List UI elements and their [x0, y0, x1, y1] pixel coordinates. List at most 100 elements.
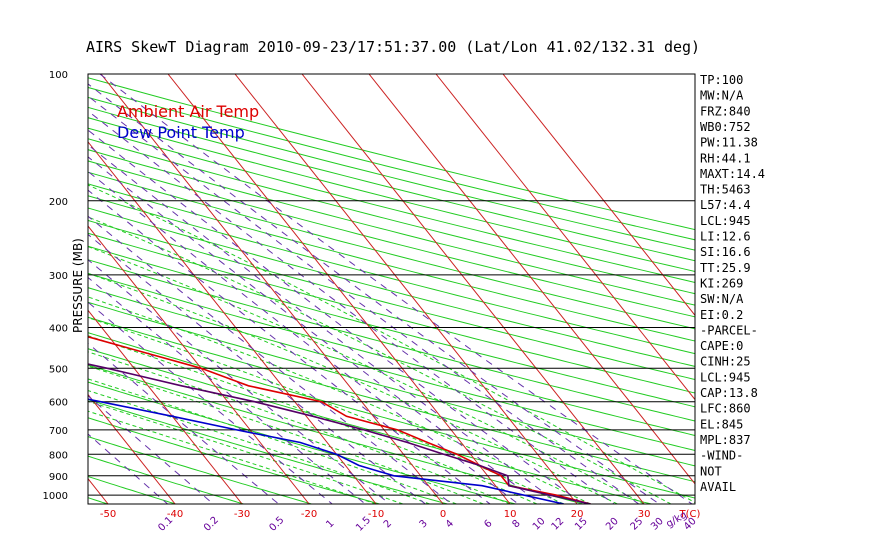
- stability-index-item: MAXT:14.4: [700, 167, 765, 181]
- stability-index-item: CAP:13.8: [700, 386, 758, 400]
- mixing-ratio-label: 20: [604, 516, 621, 533]
- stability-index-item: PW:11.38: [700, 136, 758, 150]
- mixing-ratio-line: [88, 342, 280, 504]
- pressure-tick-label: 800: [49, 450, 68, 461]
- pressure-tick-label: 700: [49, 426, 68, 437]
- dry-adiabat-line: [88, 417, 380, 504]
- chart-title: AIRS SkewT Diagram 2010-09-23/17:51:37.0…: [86, 38, 700, 56]
- stability-index-item: LCL:945: [700, 370, 751, 384]
- mixing-ratio-line: [88, 95, 640, 504]
- stability-index-item: TP:100: [700, 73, 743, 87]
- mixing-ratio-label: 4: [444, 518, 456, 530]
- bottom-temperature-tick: -30: [234, 509, 250, 520]
- dry-adiabat-line: [88, 301, 695, 467]
- dry-adiabat-line: [88, 149, 695, 306]
- isotherm-line: [502, 74, 695, 317]
- y-axis-label: PRESSURE (MB): [71, 238, 85, 333]
- stability-index-item: SI:16.6: [700, 245, 751, 259]
- mixing-ratio-label: 3: [418, 518, 430, 530]
- mixing-ratio-label: 2: [382, 518, 394, 530]
- dry-adiabat-line: [88, 183, 695, 342]
- mixing-ratio-line: [88, 110, 615, 504]
- bottom-temperature-tick: 0: [440, 509, 446, 520]
- pressure-tick-label: 900: [49, 472, 68, 483]
- isotherm-line: [100, 74, 444, 504]
- dry-adiabat-line: [88, 195, 695, 355]
- bottom-temperature-tick: -20: [301, 509, 317, 520]
- isotherm-line: [88, 309, 243, 504]
- stability-index-item: TH:5463: [700, 183, 751, 197]
- isotherm-line: [234, 74, 578, 504]
- bottom-temperature-tick: 30: [638, 509, 651, 520]
- mixing-ratio-label: 6: [482, 518, 494, 530]
- mixing-ratio-label: 12: [550, 516, 567, 533]
- bottom-temperature-tick: -50: [100, 509, 116, 520]
- stability-index-item: CAPE:0: [700, 339, 743, 353]
- isotherm-line: [301, 74, 645, 504]
- stability-index-item: LFC:860: [700, 402, 751, 416]
- bottom-temperature-tick: -10: [368, 509, 384, 520]
- parcel-line: [88, 363, 591, 504]
- dry-adiabat-line: [88, 436, 312, 504]
- mixing-ratio-label: 8: [510, 518, 522, 530]
- stability-index-item: LI:12.6: [700, 230, 751, 244]
- dry-adiabat-line: [88, 106, 695, 262]
- mixing-ratio-line: [88, 395, 214, 504]
- mixing-ratio-line: [88, 189, 491, 504]
- mixing-ratio-line: [88, 129, 584, 504]
- dry-adiabat-line: [88, 287, 695, 451]
- temperature-unit-label: T(C): [679, 509, 701, 520]
- dry-adiabat-line: [88, 364, 584, 504]
- dry-adiabat-line: [88, 127, 695, 283]
- mixing-ratio-line: [88, 215, 453, 504]
- stability-index-item: CINH:25: [700, 355, 751, 369]
- dry-adiabat-line: [88, 232, 695, 394]
- plot-frame: [87, 73, 696, 505]
- mixing-ratio-line: [88, 276, 366, 504]
- mixing-ratio-line: [88, 144, 561, 504]
- dry-adiabat-line: [88, 399, 448, 504]
- pressure-tick-label: 400: [49, 324, 68, 335]
- pressure-tick-label: 500: [49, 364, 68, 375]
- legend-ambient-air-temp: Ambient Air Temp: [117, 102, 259, 121]
- stability-index-item: FRZ:840: [700, 104, 751, 118]
- mixing-ratio-label: 10: [531, 516, 548, 533]
- dry-adiabat-line: [88, 332, 695, 499]
- mixing-ratio-label: 0.2: [202, 515, 221, 534]
- dry-adiabat-line: [88, 455, 244, 504]
- stability-index-item: SW:N/A: [700, 292, 744, 306]
- stability-index-item: L57:4.4: [700, 198, 751, 212]
- stability-index-item: -PARCEL-: [700, 323, 758, 337]
- stability-index-item: EI:0.2: [700, 308, 743, 322]
- mixing-ratio-label: 30: [649, 516, 666, 533]
- isotherm-line: [88, 393, 176, 504]
- dry-adiabat-line: [88, 160, 695, 318]
- dry-adiabat-line: [88, 273, 695, 437]
- pressure-tick-label: 200: [49, 197, 68, 208]
- stability-index-item: MW:N/A: [700, 89, 744, 103]
- pressure-tick-label: 100: [49, 70, 68, 81]
- stability-index-item: -WIND-: [700, 449, 743, 463]
- stability-index-item: NOT: [700, 464, 722, 478]
- bottom-temperature-tick: 20: [571, 509, 584, 520]
- bottom-temperature-tick: 10: [504, 509, 517, 520]
- isotherm-line: [435, 74, 695, 401]
- stability-index-item: TT:25.9: [700, 261, 751, 275]
- dew-point-temp-line: [88, 398, 564, 504]
- bottom-temperature-tick: -40: [167, 509, 183, 520]
- dry-adiabat-line: [88, 171, 695, 330]
- pressure-tick-label: 300: [49, 271, 68, 282]
- dry-adiabat-line: [88, 138, 695, 295]
- mixing-ratio-line: [88, 83, 660, 504]
- stability-index-item: LCL:945: [700, 214, 751, 228]
- legend-dew-point-temp: Dew Point Temp: [117, 123, 245, 142]
- stability-index-item: MPL:837: [700, 433, 751, 447]
- profile-lines: [88, 335, 591, 504]
- pressure-tick-label: 600: [49, 398, 68, 409]
- dry-adiabat-line: [88, 259, 695, 422]
- stability-index-item: RH:44.1: [700, 151, 751, 165]
- isotherm-line: [167, 74, 511, 504]
- stability-index-item: AVAIL: [700, 480, 736, 494]
